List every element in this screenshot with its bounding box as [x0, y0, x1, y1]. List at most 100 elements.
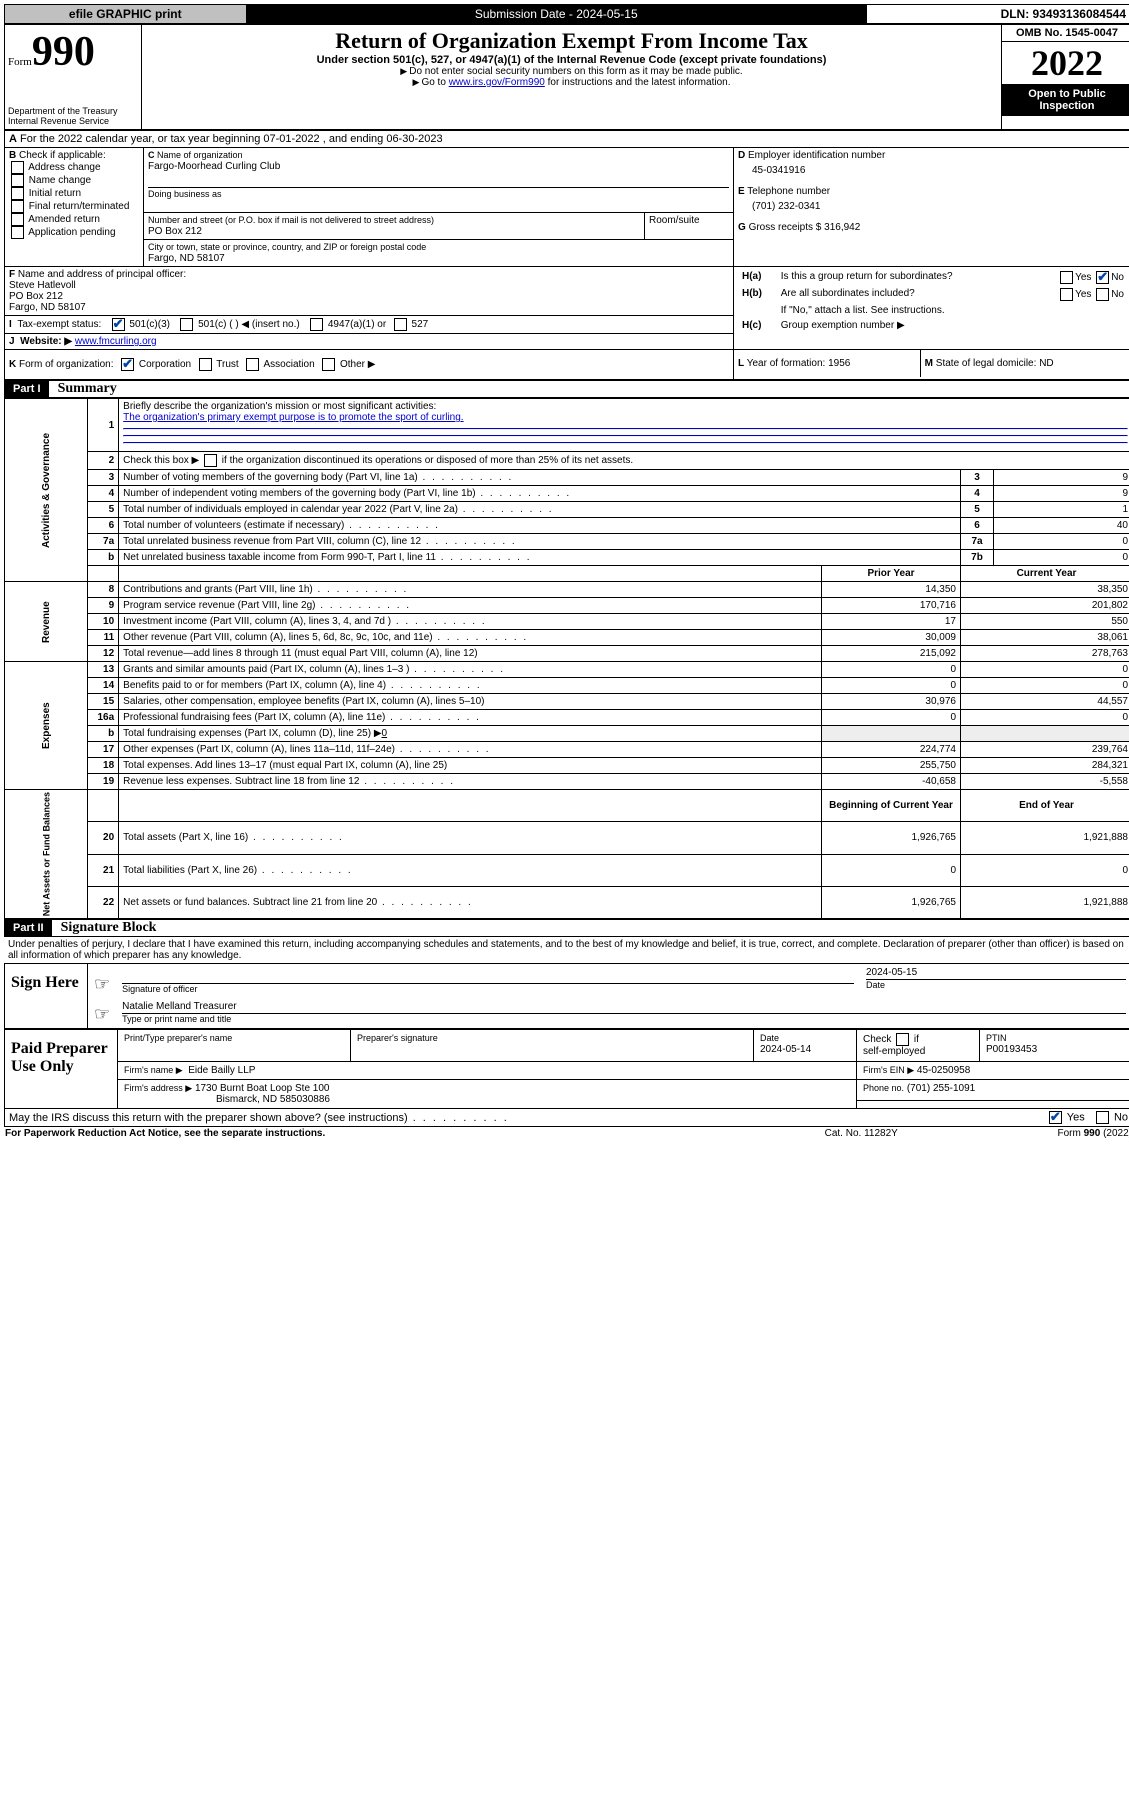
phone-value: (701) 232-0341 [738, 197, 1128, 222]
domicile-label: State of legal domicile: [936, 358, 1037, 369]
cb-name-change[interactable] [11, 174, 24, 187]
prep-sig-hdr: Preparer's signature [357, 1033, 438, 1043]
firm-name: Eide Bailly LLP [188, 1065, 255, 1076]
cb-hb-yes[interactable] [1060, 288, 1073, 301]
firm-addr2: Bismarck, ND 585030886 [216, 1094, 330, 1105]
domicile: ND [1039, 358, 1053, 369]
cb-501c[interactable] [180, 318, 193, 331]
q2-post: if the organization discontinued its ope… [222, 455, 633, 466]
open-to-public: Open to Public Inspection [1002, 84, 1129, 116]
room-label: Room/suite [645, 213, 734, 239]
street-label: Number and street (or P.O. box if mail i… [148, 215, 434, 225]
line20-begin: 1,926,765 [822, 822, 961, 854]
cb-assoc[interactable] [246, 358, 259, 371]
line6-val: 40 [994, 518, 1129, 534]
line15-curr: 44,557 [961, 694, 1129, 710]
line5-val: 1 [994, 502, 1129, 518]
cb-discuss-yes[interactable] [1049, 1111, 1062, 1124]
q1-label: Briefly describe the organization's miss… [123, 401, 436, 412]
city-value: Fargo, ND 58107 [148, 253, 225, 264]
cb-discontinued[interactable] [204, 454, 217, 467]
line11-prior: 30,009 [822, 630, 961, 646]
cb-self-employed[interactable] [896, 1033, 909, 1046]
cb-501c3[interactable] [112, 318, 125, 331]
line11-curr: 38,061 [961, 630, 1129, 646]
line7a-desc: Total unrelated business revenue from Pa… [119, 534, 961, 550]
part1-header: Part I [5, 381, 49, 397]
ssn-warning: Do not enter social security numbers on … [145, 66, 998, 77]
omb-number: OMB No. 1545-0047 [1002, 25, 1129, 42]
year-formation: 1956 [828, 358, 850, 369]
line21-end: 0 [961, 854, 1129, 886]
form990-link[interactable]: www.irs.gov/Form990 [449, 77, 545, 88]
phone-label: Telephone number [747, 186, 830, 197]
ein-value: 45-0341916 [738, 161, 1128, 186]
line17-curr: 239,764 [961, 742, 1129, 758]
line18-curr: 284,321 [961, 758, 1129, 774]
part2-title: Signature Block [55, 920, 157, 935]
line20-desc: Total assets (Part X, line 16) [119, 822, 822, 854]
side-expenses: Expenses [5, 662, 88, 790]
line4-val: 9 [994, 486, 1129, 502]
type-name-label: Type or print name and title [122, 1014, 231, 1024]
line19-prior: -40,658 [822, 774, 961, 790]
cb-other[interactable] [322, 358, 335, 371]
cb-final-return[interactable] [11, 200, 24, 213]
ha-label: Is this a group return for subordinates? [777, 269, 1026, 286]
cb-4947[interactable] [310, 318, 323, 331]
cb-amended-return[interactable] [11, 213, 24, 226]
line13-desc: Grants and similar amounts paid (Part IX… [119, 662, 822, 678]
cb-hb-no[interactable] [1096, 288, 1109, 301]
efile-print-button[interactable]: efile GRAPHIC print [5, 5, 247, 24]
sig-date-value: 2024-05-15 [866, 967, 917, 978]
cb-trust[interactable] [199, 358, 212, 371]
cb-ha-yes[interactable] [1060, 271, 1073, 284]
side-governance: Activities & Governance [5, 399, 88, 582]
cat-number: Cat. No. 11282Y [772, 1127, 951, 1140]
ein-label: Employer identification number [748, 150, 885, 161]
tax-status-label: Tax-exempt status: [17, 319, 101, 330]
line13-curr: 0 [961, 662, 1129, 678]
cb-application-pending[interactable] [11, 226, 24, 239]
line22-desc: Net assets or fund balances. Subtract li… [119, 886, 822, 918]
line19-curr: -5,558 [961, 774, 1129, 790]
line17-prior: 224,774 [822, 742, 961, 758]
prep-date: 2024-05-14 [760, 1044, 811, 1055]
line7b-desc: Net unrelated business taxable income fr… [119, 550, 961, 566]
line12-curr: 278,763 [961, 646, 1129, 662]
sig-officer-label: Signature of officer [122, 984, 197, 994]
website-link[interactable]: www.fmcurling.org [75, 336, 157, 347]
dln-label: DLN: 93493136084544 [866, 5, 1129, 24]
cb-corp[interactable] [121, 358, 134, 371]
line22-end: 1,921,888 [961, 886, 1129, 918]
officer-street: PO Box 212 [9, 291, 63, 302]
cb-527[interactable] [394, 318, 407, 331]
org-name: Fargo-Moorhead Curling Club [148, 161, 280, 172]
dba-label: Doing business as [148, 189, 222, 199]
side-revenue: Revenue [5, 582, 88, 662]
discuss-question: May the IRS discuss this return with the… [5, 1109, 945, 1127]
line8-curr: 38,350 [961, 582, 1129, 598]
cb-discuss-no[interactable] [1096, 1111, 1109, 1124]
firm-addr1: 1730 Burnt Boat Loop Ste 100 [195, 1083, 330, 1094]
firm-name-label: Firm's name ▶ [124, 1065, 183, 1075]
tax-year: 2022 [1031, 43, 1103, 83]
line17-desc: Other expenses (Part IX, column (A), lin… [119, 742, 822, 758]
current-year-hdr: Current Year [961, 566, 1129, 582]
box-c-label: Name of organization [157, 150, 243, 160]
paid-preparer-block: Paid Preparer Use Only Print/Type prepar… [4, 1029, 1129, 1109]
line8-prior: 14,350 [822, 582, 961, 598]
line14-prior: 0 [822, 678, 961, 694]
side-net-assets: Net Assets or Fund Balances [5, 790, 88, 919]
form-title: Return of Organization Exempt From Incom… [145, 28, 998, 54]
line11-desc: Other revenue (Part VIII, column (A), li… [119, 630, 822, 646]
form-outer: Form990 Department of the Treasury Inter… [4, 24, 1129, 130]
cb-initial-return[interactable] [11, 187, 24, 200]
instructions-link-row: Go to www.irs.gov/Form990 for instructio… [145, 77, 998, 88]
signature-block: Sign Here ☞ Signature of officer 2024-05… [4, 963, 1129, 1029]
cb-ha-no[interactable] [1096, 271, 1109, 284]
period-line: A For the 2022 calendar year, or tax yea… [5, 131, 1129, 148]
form-org-label: Form of organization: [19, 359, 114, 370]
line5-desc: Total number of individuals employed in … [119, 502, 961, 518]
cb-address-change[interactable] [11, 161, 24, 174]
